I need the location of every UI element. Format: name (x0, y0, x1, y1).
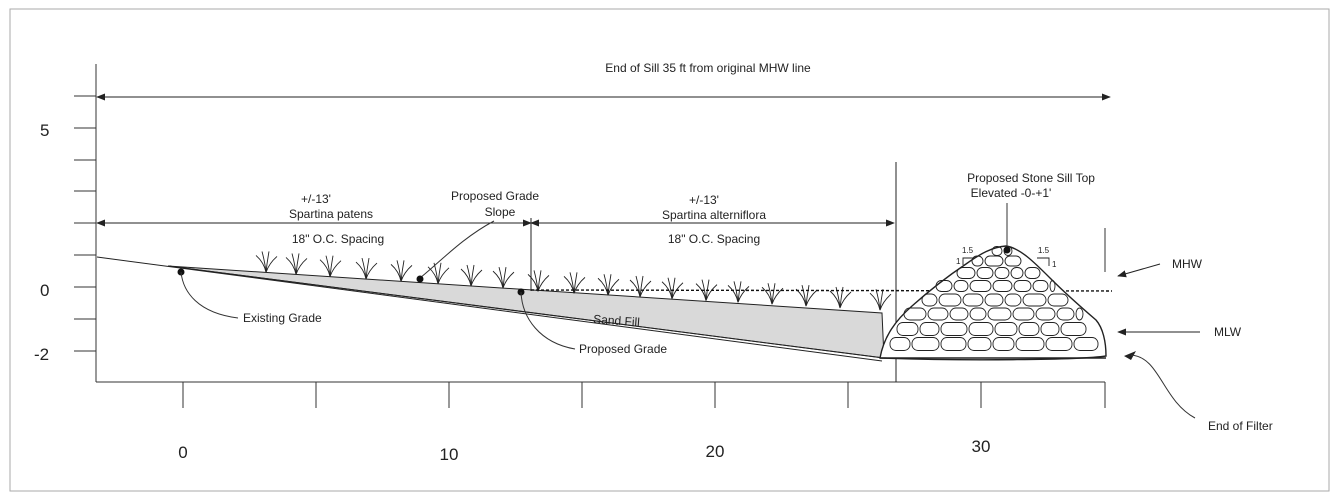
y-tick-label: 5 (40, 121, 49, 140)
slope-left-run: 1.5 (962, 246, 974, 255)
slope-right-rise: 1 (1052, 260, 1057, 269)
existing-grade-leader (180, 271, 239, 319)
grade-slope-point (416, 275, 424, 283)
proposed-grade-leader (520, 291, 576, 350)
slope-right-run: 1.5 (1038, 246, 1050, 255)
alterniflora-width-label: +/-13' (689, 193, 719, 207)
end-of-filter-leader (1130, 354, 1196, 419)
patens-species-label: Spartina patens (289, 207, 373, 221)
proposed-grade-label: Proposed Grade (579, 342, 667, 356)
patens-spacing-label: 18" O.C. Spacing (292, 232, 384, 246)
alterniflora-spacing-label: 18" O.C. Spacing (668, 232, 760, 246)
sill-top-label-line1: Proposed Stone Sill Top (967, 171, 1095, 185)
slope-left-rise: 1 (956, 257, 961, 266)
sill-distance-label: End of Sill 35 ft from original MHW line (605, 61, 811, 75)
x-tick-label: 10 (440, 445, 459, 464)
axes (74, 64, 1106, 408)
mhw-water-line (530, 289, 1113, 292)
existing-grade-label: Existing Grade (243, 311, 322, 325)
mlw-label: MLW (1214, 325, 1242, 339)
grade-slope-label-line2: Slope (485, 205, 516, 219)
grade-slope-label-line1: Proposed Grade (451, 189, 539, 203)
slope-right-marker (1037, 257, 1050, 266)
y-tick-label: -2 (34, 345, 49, 364)
mhw-label: MHW (1172, 257, 1203, 271)
alterniflora-species-label: Spartina alterniflora (662, 208, 766, 222)
existing-grade-line (96, 256, 883, 362)
proposed-grade-line (167, 265, 885, 359)
y-tick-label: 0 (40, 281, 49, 300)
end-of-filter-label: End of Filter (1208, 419, 1273, 433)
stone-sill (879, 245, 1107, 361)
x-tick-label: 20 (706, 442, 725, 461)
x-tick-label: 0 (178, 443, 187, 462)
spartina-plants (255, 251, 892, 311)
frame (9, 8, 1330, 492)
sand-fill-label: Sand Fill (593, 312, 641, 329)
slope-left-marker (962, 257, 975, 265)
patens-width-label: +/-13' (301, 192, 331, 206)
x-tick-label: 30 (972, 437, 991, 456)
grade-slope-leader (419, 220, 495, 279)
end-of-filter-arrowhead (1124, 351, 1136, 360)
sill-top-label-line2: Elevated -0-+1' (971, 186, 1052, 200)
sill-top-point (1003, 246, 1011, 254)
mhw-arrow (1117, 263, 1161, 278)
